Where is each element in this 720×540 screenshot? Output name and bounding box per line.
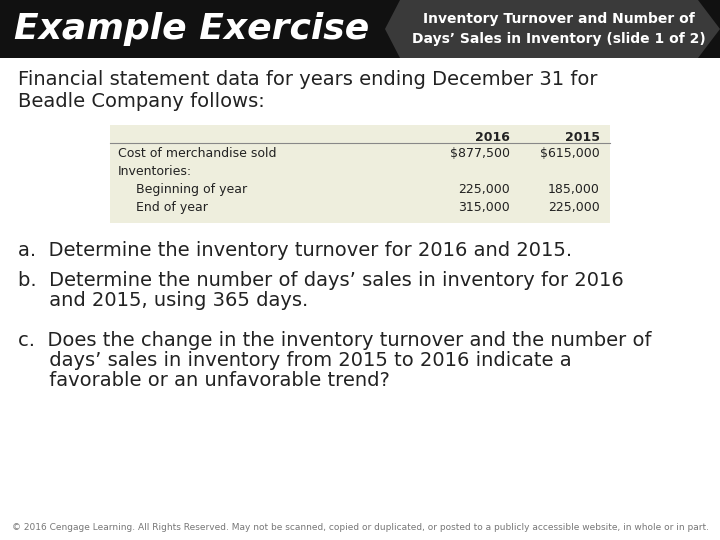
Text: c.  Does the change in the inventory turnover and the number of: c. Does the change in the inventory turn… — [18, 331, 652, 350]
Polygon shape — [385, 0, 720, 58]
Text: Cost of merchandise sold: Cost of merchandise sold — [118, 147, 276, 160]
Text: Financial statement data for years ending December 31 for: Financial statement data for years endin… — [18, 70, 598, 89]
Text: Inventory Turnover and Number of
Days’ Sales in Inventory (slide 1 of 2): Inventory Turnover and Number of Days’ S… — [412, 12, 706, 46]
Text: End of year: End of year — [136, 201, 208, 214]
Text: favorable or an unfavorable trend?: favorable or an unfavorable trend? — [18, 371, 390, 390]
Text: Example Exercise: Example Exercise — [14, 12, 369, 46]
Bar — [110, 125, 610, 223]
Bar — [0, 0, 720, 58]
Text: 315,000: 315,000 — [458, 201, 510, 214]
Text: 185,000: 185,000 — [548, 183, 600, 196]
Text: $877,500: $877,500 — [450, 147, 510, 160]
Text: 2016: 2016 — [475, 131, 510, 144]
Text: 225,000: 225,000 — [548, 201, 600, 214]
Text: Inventories:: Inventories: — [118, 165, 192, 178]
Text: $615,000: $615,000 — [540, 147, 600, 160]
Text: b.  Determine the number of days’ sales in inventory for 2016: b. Determine the number of days’ sales i… — [18, 271, 624, 290]
Text: Beginning of year: Beginning of year — [136, 183, 247, 196]
Text: a.  Determine the inventory turnover for 2016 and 2015.: a. Determine the inventory turnover for … — [18, 241, 572, 260]
Text: days’ sales in inventory from 2015 to 2016 indicate a: days’ sales in inventory from 2015 to 20… — [18, 351, 572, 370]
Text: 2015: 2015 — [565, 131, 600, 144]
Text: and 2015, using 365 days.: and 2015, using 365 days. — [18, 291, 308, 310]
Text: © 2016 Cengage Learning. All Rights Reserved. May not be scanned, copied or dupl: © 2016 Cengage Learning. All Rights Rese… — [12, 523, 708, 532]
Text: Beadle Company follows:: Beadle Company follows: — [18, 92, 265, 111]
Text: 225,000: 225,000 — [458, 183, 510, 196]
